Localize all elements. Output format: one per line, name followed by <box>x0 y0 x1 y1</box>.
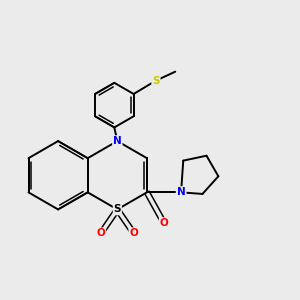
Text: S: S <box>152 76 160 85</box>
Text: O: O <box>160 218 168 228</box>
Text: N: N <box>177 188 185 197</box>
Text: S: S <box>114 204 121 214</box>
Text: N: N <box>113 136 122 146</box>
Text: O: O <box>97 228 105 238</box>
Text: O: O <box>129 228 138 238</box>
Text: N: N <box>177 188 185 197</box>
